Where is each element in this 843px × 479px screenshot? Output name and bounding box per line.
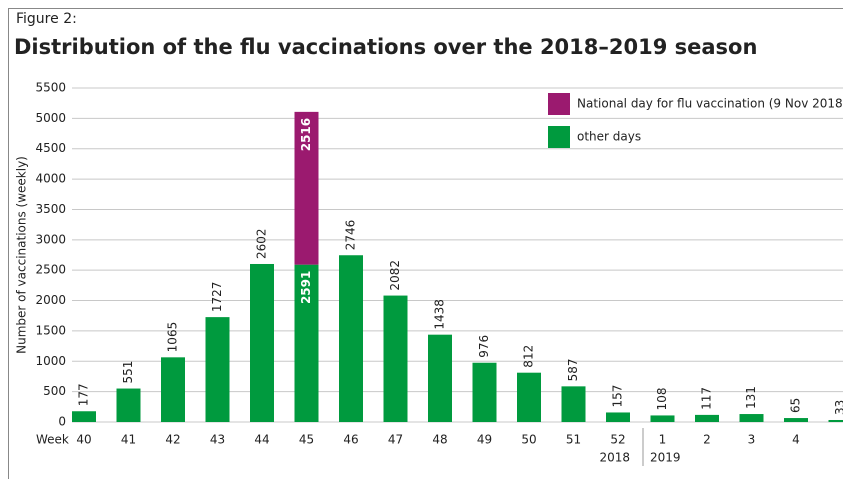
data-label: 33 [833,400,843,415]
x-tick-label: 48 [432,433,447,447]
x-axis-title: Week [36,433,69,447]
data-label: 1065 [166,322,180,353]
year-label: 2018 [599,451,630,465]
data-label: 2746 [344,220,358,251]
data-label: 2602 [255,228,269,259]
y-axis-title: Number of vaccinations (weekly) [15,156,29,354]
bar-segment [383,295,408,422]
x-tick-label: 43 [210,433,225,447]
data-label: 551 [121,361,135,384]
bar-segment [428,334,452,422]
data-label: 1438 [433,299,447,330]
data-label: 587 [566,358,580,381]
bar-segment [828,419,843,422]
x-tick-label: 4 [792,433,800,447]
y-tick-label: 3500 [35,202,66,216]
legend-swatch [548,126,570,148]
data-label: 1727 [210,282,224,313]
y-tick-label: 5500 [35,81,66,95]
x-tick-label: 3 [748,433,756,447]
bar-segment [161,357,185,422]
y-tick-label: 4000 [35,172,66,186]
bar-segment [72,411,96,422]
y-tick-label: 2500 [35,263,66,277]
bar-segment [250,263,274,422]
x-tick-label: 2 [703,433,711,447]
y-tick-label: 3000 [35,232,66,246]
y-tick-label: 0 [58,415,66,429]
bar-segment [294,111,319,265]
x-tick-label: 49 [477,433,492,447]
data-label: 2516 [299,118,313,151]
data-label: 157 [611,385,625,408]
chart-title: Distribution of the flu vaccinations ove… [14,35,757,59]
data-label: 2082 [388,260,402,291]
y-tick-label: 1500 [35,323,66,337]
year-label: 2019 [650,451,681,465]
data-label: 65 [789,398,803,413]
bar-segment [205,317,230,422]
x-tick-label: 45 [299,433,314,447]
bar-segment [606,412,630,422]
x-tick-label: 46 [343,433,358,447]
data-label: 177 [77,383,91,406]
y-tick-label: 4500 [35,141,66,155]
x-tick-label: 44 [254,433,269,447]
bar-segment [517,372,541,422]
x-tick-label: 51 [566,433,581,447]
data-label: 131 [744,386,758,409]
bar-segment [116,388,141,422]
data-label: 117 [700,387,714,410]
data-label: 812 [522,345,536,368]
bar-segment [739,414,764,422]
frame [8,8,843,479]
bar-segment [472,362,497,422]
x-tick-label: 40 [76,433,91,447]
y-tick-label: 5000 [35,111,66,125]
bar-segment [294,264,319,422]
x-tick-label: 42 [165,433,180,447]
data-label: 976 [477,335,491,358]
data-label: 108 [655,388,669,411]
bar-segment [561,386,586,422]
x-tick-label: 50 [521,433,536,447]
bar-segment [339,255,363,422]
y-tick-label: 500 [43,384,66,398]
legend-label: other days [577,130,641,144]
legend-swatch [548,93,570,115]
x-tick-label: 1 [659,433,667,447]
y-tick-label: 1000 [35,354,66,368]
x-tick-label: 52 [610,433,625,447]
x-tick-label: 41 [121,433,136,447]
bar-segment [650,415,675,422]
figure-label: Figure 2: [16,11,77,27]
y-tick-label: 2000 [35,293,66,307]
x-tick-label: 47 [388,433,403,447]
data-label: 2591 [299,271,313,304]
legend-label: National day for flu vaccination (9 Nov … [577,97,843,111]
bar-segment [784,418,808,422]
bar-segment [695,414,719,422]
